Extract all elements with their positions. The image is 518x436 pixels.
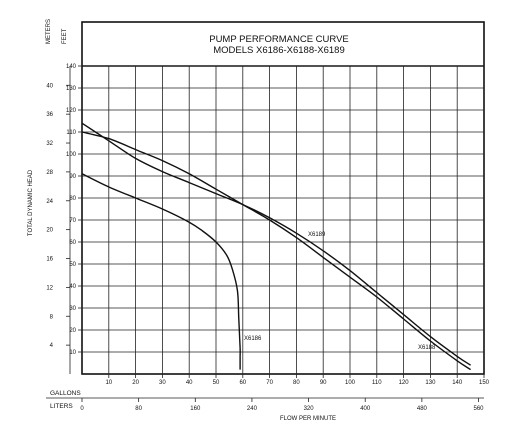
x-axis-title: FLOW PER MINUTE: [280, 416, 336, 422]
feet-tick-label: 20: [69, 328, 76, 334]
meters-tick-label: 32: [46, 141, 53, 147]
liters-tick-label: 560: [474, 406, 485, 412]
feet-tick-label: 140: [66, 64, 77, 70]
feet-tick-label: 100: [66, 152, 77, 158]
liters-tick-label: 240: [247, 406, 258, 412]
liters-row-label: LITERS: [50, 403, 73, 410]
gallons-tick-label: 30: [159, 380, 166, 386]
liters-tick-label: 320: [304, 406, 315, 412]
liters-tick-label: 160: [190, 406, 201, 412]
series-label-x6189: X6189: [308, 232, 326, 238]
meters-tick-label: 36: [46, 112, 53, 118]
series-label-x6188: X6188: [418, 345, 436, 351]
feet-tick-label: 70: [69, 218, 76, 224]
gallons-tick-label: 110: [372, 380, 382, 386]
feet-tick-label: 40: [69, 284, 76, 290]
liters-tick-label: 80: [135, 406, 142, 412]
meters-tick-label: 24: [46, 199, 53, 205]
gallons-tick-label: 10: [105, 380, 112, 386]
gallons-tick-label: 150: [479, 380, 490, 386]
feet-tick-label: 30: [69, 306, 76, 312]
chart-subtitle: MODELS X6186-X6188-X6189: [213, 45, 345, 56]
gallons-tick-label: 40: [186, 380, 193, 386]
liters-tick-label: 480: [417, 406, 428, 412]
meters-tick-label: 16: [46, 257, 53, 263]
gallons-tick-label: 140: [452, 380, 463, 386]
gallons-tick-label: 120: [399, 380, 410, 386]
y-axis-title: TOTAL DYNAMIC HEAD: [28, 169, 34, 236]
feet-tick-label: 130: [66, 86, 77, 92]
chart-title: PUMP PERFORMANCE CURVE: [209, 34, 349, 45]
series-label-x6186: X6186: [244, 336, 262, 342]
feet-tick-label: 50: [69, 262, 76, 268]
feet-tick-label: 60: [69, 240, 76, 246]
meters-tick-label: 20: [46, 228, 53, 234]
gallons-tick-label: 90: [320, 380, 327, 386]
meters-tick-label: 28: [46, 170, 53, 176]
feet-tick-label: 10: [69, 350, 76, 356]
gallons-row-label: GALLONS: [50, 390, 81, 397]
gallons-tick-label: 50: [213, 380, 220, 386]
meters-tick-label: 40: [46, 83, 53, 89]
gallons-tick-label: 60: [239, 380, 246, 386]
gallons-tick-label: 100: [345, 380, 356, 386]
liters-tick-label: 400: [360, 406, 371, 412]
gallons-tick-label: 80: [293, 380, 300, 386]
series-line-x6186: [81, 173, 241, 370]
feet-unit-label: FEET: [62, 28, 68, 44]
series-line-x6189: [81, 122, 471, 366]
meters-tick-label: 12: [46, 285, 53, 291]
liters-tick-label: 0: [80, 406, 84, 412]
meters-tick-label: 4: [50, 343, 54, 349]
gallons-tick-label: 70: [266, 380, 273, 386]
feet-tick-label: 80: [69, 196, 76, 202]
feet-tick-label: 120: [66, 108, 77, 114]
feet-tick-label: 90: [69, 174, 76, 180]
meters-unit-label: METERS: [46, 19, 52, 44]
series-line-x6188: [81, 131, 471, 371]
gallons-tick-label: 20: [132, 380, 139, 386]
feet-tick-label: 110: [66, 130, 76, 136]
gallons-tick-label: 130: [425, 380, 436, 386]
meters-tick-label: 8: [50, 314, 54, 320]
